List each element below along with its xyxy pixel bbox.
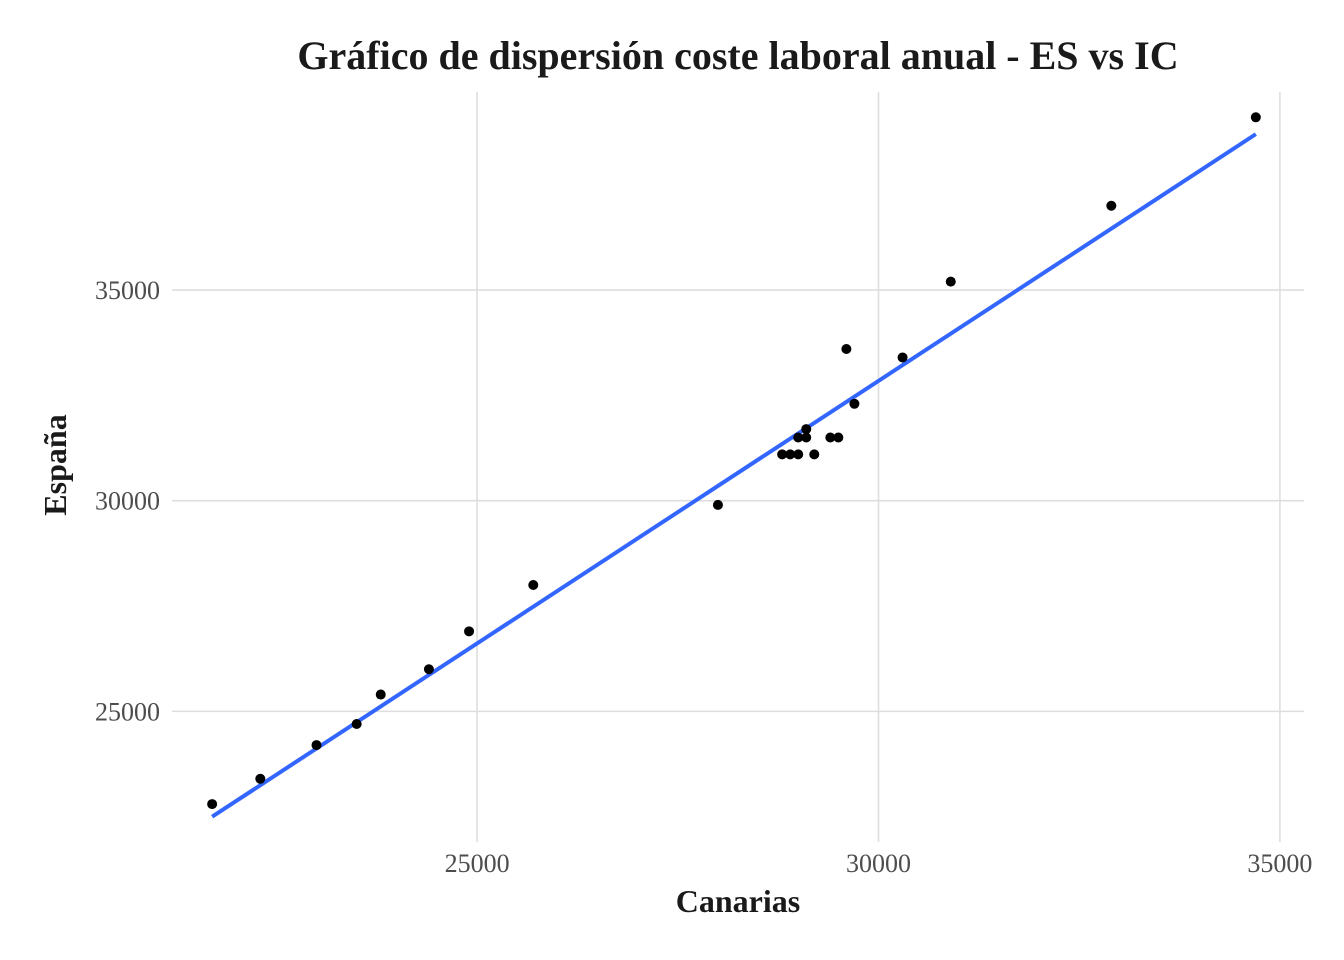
chart-title: Gráfico de dispersión coste laboral anua…: [297, 33, 1178, 78]
data-point-10: [785, 449, 796, 460]
data-point-20: [897, 352, 908, 363]
data-point-22: [1106, 200, 1117, 211]
x-tick-label-35000: 35000: [1247, 849, 1312, 878]
y-axis-title: España: [37, 414, 73, 515]
regression-line-layer: [211, 132, 1257, 819]
x-tick-label-30000: 30000: [846, 849, 911, 878]
y-tick-label-25000: 25000: [95, 697, 160, 726]
data-point-3: [351, 719, 362, 730]
data-point-7: [528, 579, 539, 590]
data-point-15: [809, 449, 820, 460]
data-point-14: [801, 424, 812, 435]
data-point-23: [1250, 112, 1261, 123]
data-points: [207, 112, 1261, 810]
data-point-13: [801, 432, 812, 443]
data-point-12: [793, 432, 804, 443]
data-point-8: [712, 499, 723, 510]
data-point-0: [207, 799, 218, 810]
grid-lines: [172, 92, 1304, 842]
data-point-6: [464, 626, 475, 637]
data-point-19: [849, 398, 860, 409]
data-point-11: [793, 449, 804, 460]
data-point-5: [423, 664, 434, 675]
tick-labels: 25000 30000 35000 25000 30000 35000: [95, 276, 1312, 878]
y-tick-label-35000: 35000: [95, 276, 160, 305]
data-point-16: [825, 432, 836, 443]
x-tick-label-25000: 25000: [445, 849, 510, 878]
data-point-1: [255, 773, 266, 784]
data-point-4: [375, 689, 386, 700]
regression-line: [211, 132, 1257, 819]
data-point-18: [841, 344, 852, 355]
data-point-21: [945, 276, 956, 287]
x-axis-title: Canarias: [676, 883, 800, 919]
data-point-2: [311, 740, 322, 751]
y-tick-label-30000: 30000: [95, 487, 160, 516]
data-point-17: [833, 432, 844, 443]
data-point-9: [777, 449, 788, 460]
